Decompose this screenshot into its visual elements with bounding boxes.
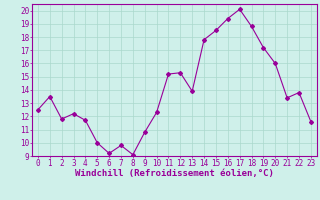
X-axis label: Windchill (Refroidissement éolien,°C): Windchill (Refroidissement éolien,°C): [75, 169, 274, 178]
